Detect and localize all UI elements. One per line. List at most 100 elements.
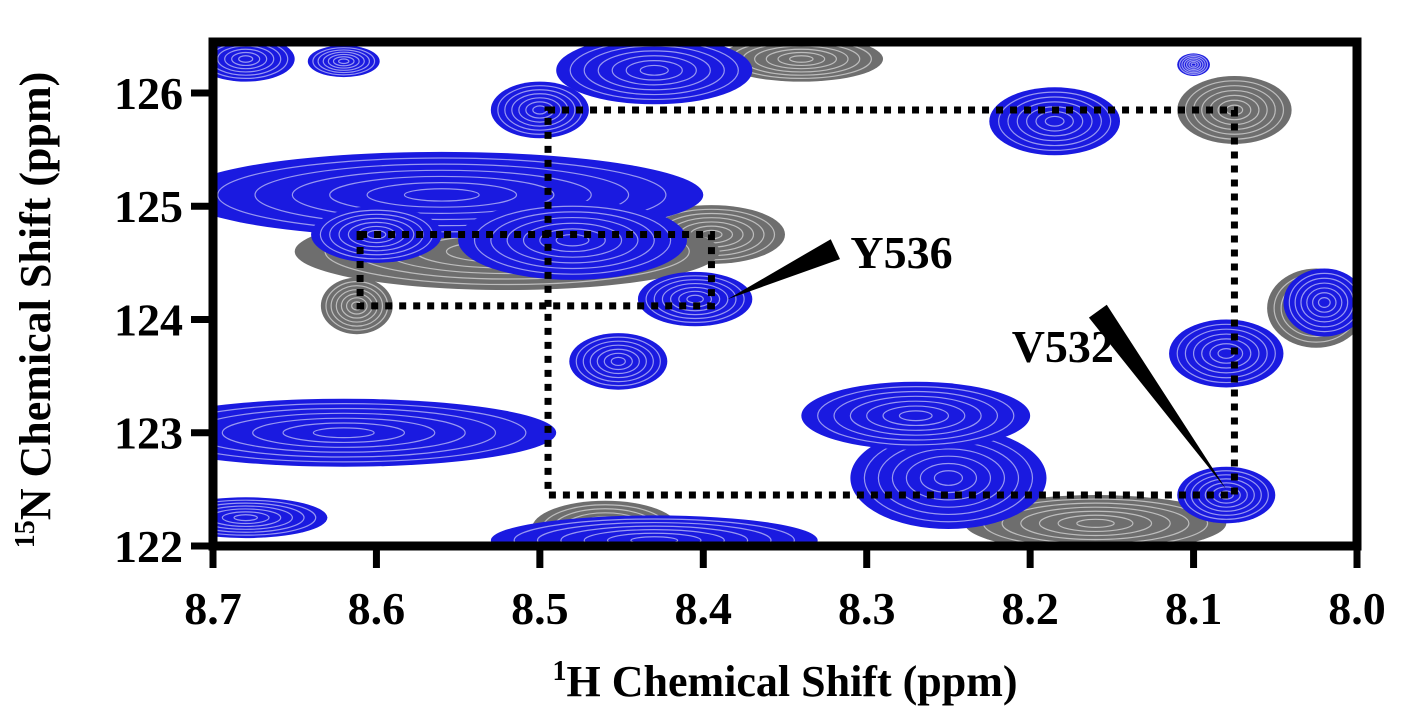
peak-contour — [1317, 297, 1331, 308]
peak-contour — [522, 222, 623, 258]
x-tick-label: 8.2 — [1001, 583, 1059, 634]
peak-contour — [317, 49, 371, 74]
peak-contour — [1300, 282, 1349, 323]
y-tick-label: 123 — [114, 408, 183, 459]
peak-contour — [1201, 338, 1252, 369]
series-1-peaks — [213, 42, 1357, 546]
peak-contour — [345, 297, 368, 315]
peak-contour — [1288, 272, 1357, 333]
peak — [1283, 268, 1357, 337]
peak-contour — [213, 407, 497, 458]
peak-contour — [1057, 514, 1134, 533]
peak-contour — [1007, 96, 1102, 147]
peak-contour — [213, 505, 293, 530]
peak — [307, 45, 380, 78]
peak-contour — [1076, 518, 1115, 528]
connectivity-boxes-layer — [356, 106, 1238, 499]
x-axis-ticks: 8.7 8.6 8.5 8.4 8.3 8.2 8.1 8.0 — [184, 546, 1386, 634]
peak-contour — [518, 97, 562, 123]
peak-contour — [597, 50, 711, 91]
peak — [964, 495, 1227, 546]
peak-body — [556, 42, 753, 105]
peak-contour — [898, 410, 933, 422]
peak-contour — [919, 462, 978, 494]
y-tick-label: 122 — [114, 521, 183, 572]
peak-body — [213, 398, 557, 467]
peak-body — [213, 42, 295, 82]
peak-contour — [606, 532, 702, 546]
peak-contour — [1178, 54, 1209, 75]
peak-contour — [213, 499, 317, 536]
peak-contour — [513, 518, 795, 546]
peak-contour — [1038, 510, 1153, 537]
peak — [556, 42, 753, 105]
peak-contour — [213, 508, 282, 528]
peak-contour — [221, 511, 270, 525]
peak-contour — [583, 529, 725, 546]
peak — [1177, 53, 1210, 76]
peak-contour — [653, 279, 737, 320]
peak-contour — [231, 51, 261, 67]
x-tick-label: 8.7 — [184, 583, 242, 634]
peak — [213, 497, 328, 539]
annotation-pointer — [727, 239, 841, 300]
peak-contour — [332, 56, 355, 67]
contour-peaks-layer — [213, 42, 1357, 546]
peak-contour — [213, 403, 527, 463]
peak — [213, 398, 557, 467]
peak-contour — [539, 228, 606, 253]
peak-contour — [312, 47, 376, 76]
peak-contour — [536, 521, 772, 546]
y-tick-label: 124 — [114, 294, 183, 345]
peak-contour — [282, 422, 406, 444]
peak-contour — [1020, 506, 1171, 541]
peak-contour — [327, 53, 360, 69]
y-axis-ticks: 122 123 124 125 126 — [114, 68, 213, 572]
peak-contour — [1312, 292, 1337, 313]
peak-contour — [322, 51, 365, 71]
peak — [490, 515, 818, 546]
x-tick-label: 8.5 — [511, 583, 569, 634]
peak-contour — [1188, 60, 1199, 69]
peak-contour — [866, 400, 966, 431]
peak-body — [964, 495, 1227, 546]
peak-contour — [506, 216, 639, 264]
peak-body — [1283, 268, 1357, 337]
plot-frame — [208, 37, 1362, 551]
x-tick-label: 8.4 — [675, 583, 733, 634]
peak-contour — [575, 336, 661, 387]
peak-contour — [1184, 328, 1268, 379]
peak-contour — [238, 55, 254, 63]
peak-contour — [569, 42, 739, 101]
y-axis-label: 15N Chemical Shift (ppm) — [10, 72, 60, 549]
peak-contour — [1181, 55, 1206, 74]
x-tick-label: 8.0 — [1328, 583, 1386, 634]
peak-contour — [777, 51, 826, 67]
peak-contour — [329, 213, 424, 256]
peak-contour — [603, 352, 633, 371]
annotation-pointer — [1088, 304, 1227, 490]
peak-contour — [625, 60, 683, 81]
peak-contour — [1185, 59, 1202, 71]
peak-contour — [639, 64, 669, 76]
peak-contour — [882, 405, 950, 427]
peak-contour — [765, 48, 837, 70]
peak-contour — [1209, 343, 1244, 364]
peak-contour — [905, 455, 992, 501]
peak-contour — [849, 395, 982, 436]
peak-contour — [213, 502, 305, 533]
peak-contour — [312, 427, 375, 439]
peak-contour — [1190, 474, 1262, 516]
y-tick-label: 126 — [114, 68, 183, 119]
peak-contour — [833, 390, 999, 441]
peak-contour — [1183, 57, 1204, 72]
peak-contour — [1306, 287, 1343, 318]
peak-contour — [217, 157, 667, 233]
peak-contour — [789, 55, 814, 63]
peak-contour — [254, 163, 630, 227]
peak-body — [213, 497, 328, 539]
annotation-label: Y536 — [850, 227, 952, 278]
peak-contour — [329, 175, 555, 214]
peak-contour — [669, 286, 721, 312]
